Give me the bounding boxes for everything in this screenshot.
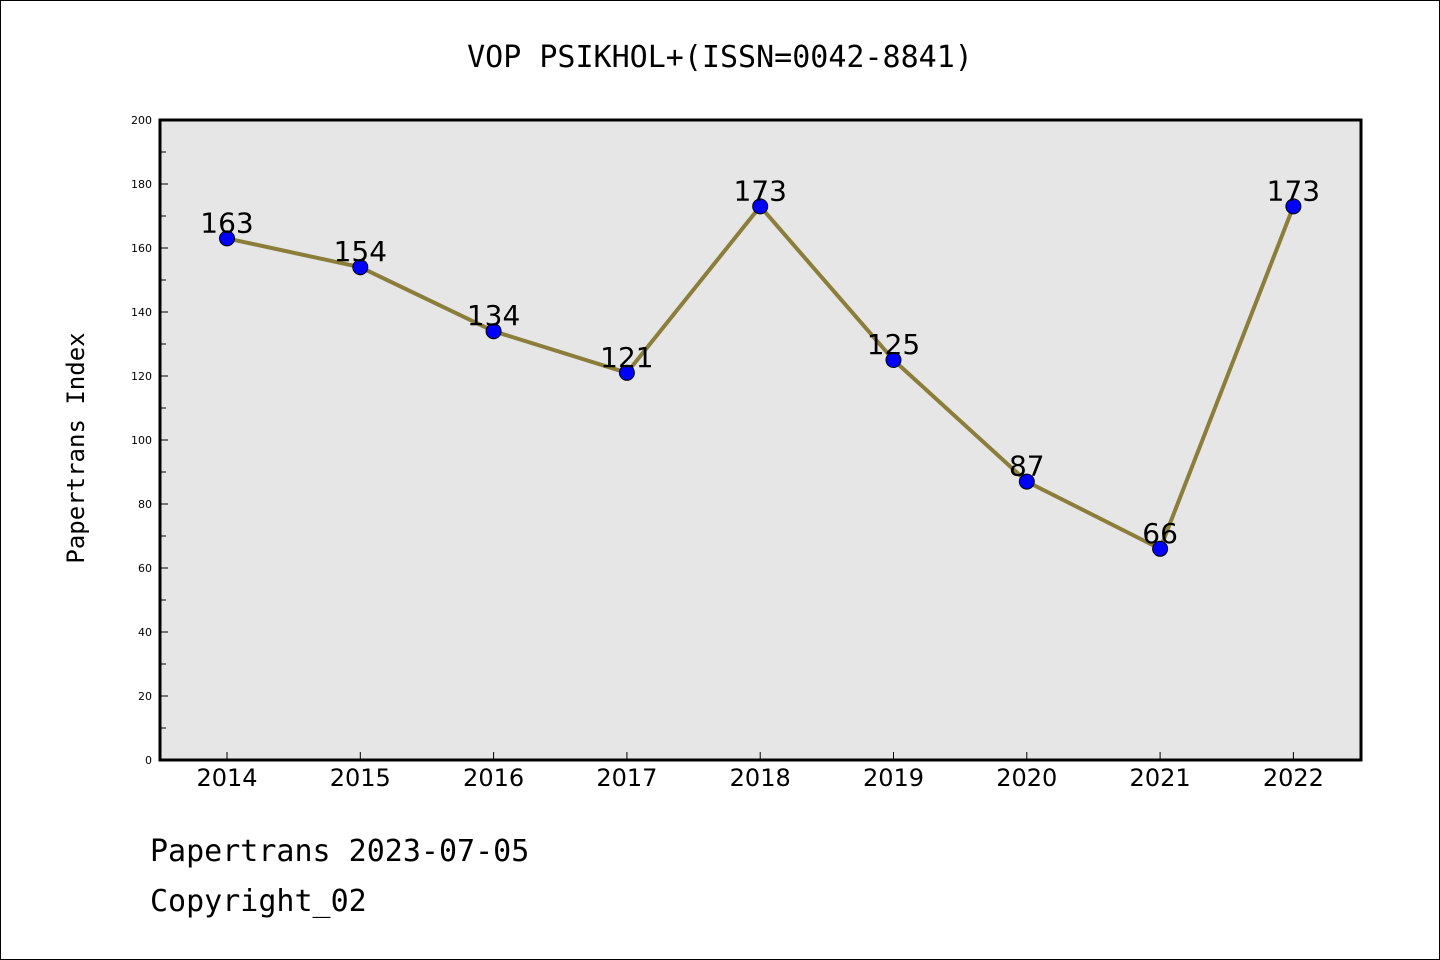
- x-tick-label: 2020: [996, 764, 1057, 792]
- x-tick-label: 2017: [596, 764, 657, 792]
- y-tick-label: 0: [145, 754, 152, 767]
- x-tick-label: 2014: [196, 764, 257, 792]
- data-label: 173: [1267, 174, 1320, 207]
- y-axis-label: Papertrans Index: [62, 332, 90, 563]
- data-label: 134: [467, 299, 520, 332]
- data-label: 125: [867, 328, 920, 361]
- y-tick-label: 40: [138, 626, 152, 639]
- data-point-marker: [352, 259, 369, 276]
- y-axis: 0 20 40 60 80 100 120 140 160 180 200: [131, 114, 168, 767]
- data-label: 121: [600, 341, 653, 374]
- y-tick-label: 200: [131, 114, 152, 127]
- data-point-marker: [485, 323, 502, 340]
- plot-border: [158, 118, 1363, 762]
- data-point-marker: [618, 364, 635, 381]
- chart-title: VOP PSIKHOL+(ISSN=0042-8841): [467, 40, 973, 75]
- data-label: 163: [200, 206, 253, 239]
- y-tick-label: 120: [131, 370, 152, 383]
- x-tick-label: 2022: [1263, 764, 1324, 792]
- source-date-text: Papertrans 2023-07-05: [150, 834, 530, 869]
- data-point-marker: [752, 198, 769, 215]
- data-point-marker: [219, 230, 235, 247]
- series: 163 154 134 121 173 125 87 66 173: [200, 174, 1320, 557]
- x-tick-label: 2016: [463, 764, 524, 792]
- data-point-marker: [1152, 540, 1169, 557]
- x-axis: 2014 2015 2016 2017 2018 2019 2020 2021 2022: [196, 752, 1324, 792]
- y-tick-label: 80: [138, 498, 152, 511]
- x-tick-label: 2015: [330, 764, 391, 792]
- y-tick-label: 180: [131, 178, 152, 191]
- plot-area: [160, 120, 1361, 760]
- copyright-text: Copyright_02: [150, 884, 367, 919]
- x-tick-label: 2018: [730, 764, 791, 792]
- data-point-marker: [885, 352, 902, 368]
- data-point-marker: [1285, 198, 1302, 215]
- y-tick-label: 100: [131, 434, 152, 447]
- data-point-marker: [1018, 473, 1035, 490]
- y-tick-label: 60: [138, 562, 152, 575]
- y-tick-label: 140: [131, 306, 152, 319]
- y-tick-label: 20: [138, 690, 152, 703]
- data-label: 66: [1142, 517, 1178, 550]
- x-tick-label: 2019: [863, 764, 924, 792]
- y-tick-label: 160: [131, 242, 152, 255]
- data-label: 154: [334, 235, 387, 268]
- data-label: 87: [1009, 450, 1045, 483]
- data-label: 173: [733, 174, 786, 207]
- x-tick-label: 2021: [1130, 764, 1191, 792]
